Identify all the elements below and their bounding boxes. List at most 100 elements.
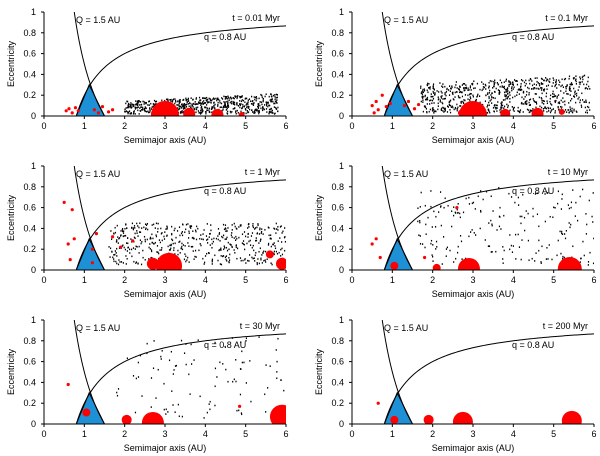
body-dot [538,88,540,90]
body-dot [261,106,264,109]
body-dot [245,109,247,111]
body-dot [566,85,568,88]
body-dot [439,191,442,193]
body-dot [212,106,214,109]
body-dot [519,86,522,88]
body-dot [520,102,523,105]
planet-large [390,261,399,270]
body-dot [462,211,465,214]
body-dot [227,104,229,106]
body-dot [120,234,122,236]
body-dot [223,234,225,237]
body-dot [428,110,430,113]
body-dot [255,239,257,242]
body-dot [185,223,188,226]
body-dot [441,101,443,104]
body-dot [270,234,272,236]
body-dot [443,108,446,110]
body-dot [542,83,544,85]
body-dot [166,225,168,228]
body-dot [552,82,554,84]
curve-Q [73,166,105,270]
body-dot [145,101,147,104]
body-dot [206,107,208,109]
body-dot [489,100,491,102]
body-dot [545,77,547,79]
body-dot [218,233,220,235]
body-dot [544,107,546,109]
body-dot [485,94,487,97]
body-dot [174,98,176,100]
body-dot [567,109,569,111]
body-dot [284,240,286,243]
body-dot [128,110,131,112]
embryo-small [73,106,78,110]
body-dot [130,107,132,109]
body-dot [148,246,150,249]
body-dot [420,100,422,103]
body-dot [470,92,472,95]
x-tick-label: 2 [430,429,435,439]
body-dot [470,89,472,91]
body-dot [185,260,187,263]
body-dot [502,258,504,260]
plot-area [64,12,286,116]
body-dot [208,107,210,110]
region-triangle [75,83,106,116]
body-dot [501,104,504,107]
body-dot [465,257,467,260]
body-dot [167,100,169,102]
body-dot [492,96,494,99]
body-dot [498,92,500,94]
body-dot [244,258,246,260]
body-dot [235,111,237,113]
body-dot [429,88,431,90]
body-dot [474,208,476,210]
body-dot [251,95,253,98]
x-tick-label: 1 [82,275,87,285]
body-dot [271,111,273,114]
body-dot [222,108,224,111]
y-tick-label: 0.2 [331,90,344,100]
body-dot [260,107,262,110]
body-dot [240,103,242,105]
body-dot [197,227,199,230]
body-dot [498,225,501,228]
embryo-small [62,200,66,204]
body-dot [489,89,491,92]
body-dot [467,87,469,90]
body-dot [543,110,545,112]
body-dot [117,263,120,266]
body-dot [488,222,490,224]
body-dot [210,108,213,110]
body-dot [544,106,546,108]
body-dot [558,102,561,105]
body-dot [540,261,542,263]
body-dot [430,205,432,208]
body-dot [572,189,574,191]
y-tick-label: 0.4 [331,223,344,233]
body-dot [141,109,143,111]
body-dot [555,79,557,81]
body-dot [579,195,581,198]
y-tick-label: 0 [339,111,344,121]
body-dot [272,112,274,114]
body-dot [214,107,216,110]
body-dot [553,206,555,209]
plot-area [370,166,594,270]
body-dot [276,99,278,101]
body-dot [187,242,189,244]
body-dot [137,100,139,102]
body-dot [252,225,254,227]
body-dot [487,93,489,96]
body-dot [217,105,219,107]
body-dot [429,99,431,102]
body-dot [427,216,429,219]
x-axis-title: Semimajor axis (AU) [432,135,515,145]
body-dot [146,238,148,241]
embryo-small [90,261,94,265]
body-dot [202,257,204,260]
embryo-small [96,111,101,115]
body-dot [195,111,197,114]
body-dot [129,105,132,108]
